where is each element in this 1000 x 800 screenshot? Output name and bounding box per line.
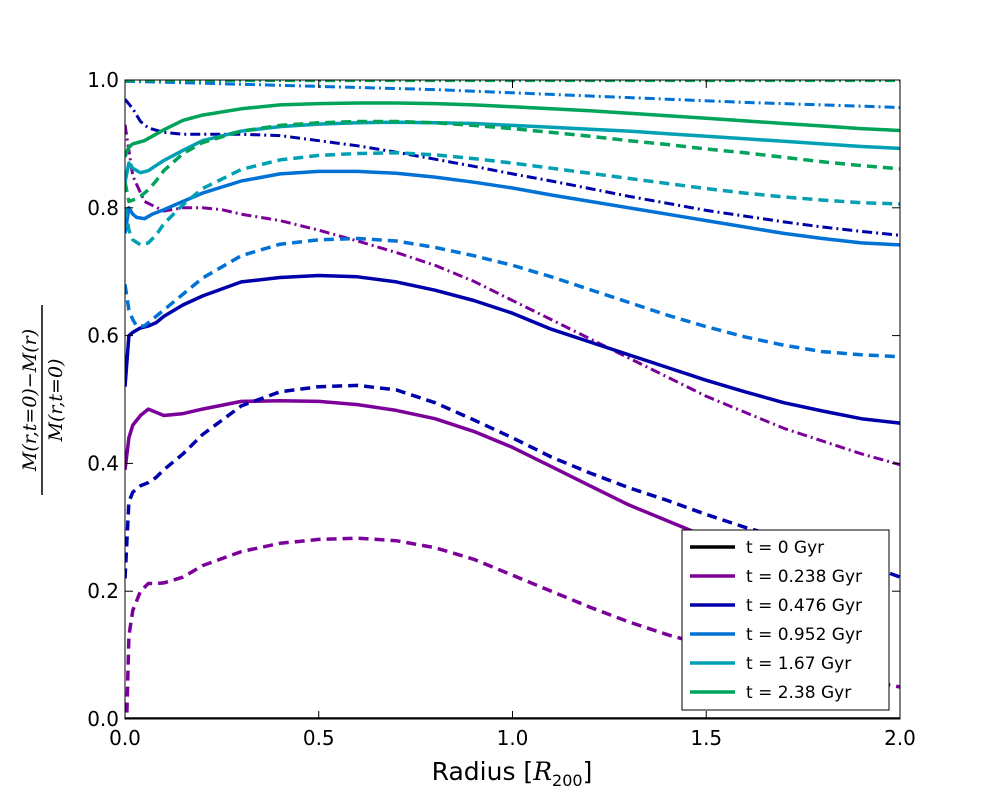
series-line-1 [125, 399, 785, 568]
series-line-6 [125, 98, 900, 237]
series-layer [125, 80, 900, 719]
x-tick-label: 2.0 [884, 726, 916, 750]
series-line-3 [125, 124, 900, 467]
y-axis-label: M(r,t=0)−M(r) M(r,t=0) [19, 305, 67, 495]
x-axis-label: Radius [R200] [432, 757, 593, 790]
y-tick-label: 0.6 [87, 324, 119, 348]
series-line-4 [125, 273, 900, 425]
x-tick-label: 0.5 [303, 726, 335, 750]
ticks-layer: 0.0 0.5 1.0 1.5 2.0 0.0 0.2 0.4 0.6 0.8 1.0 [87, 68, 916, 750]
series-line-5 [125, 383, 900, 579]
legend-label: t = 0.952 Gyr [746, 625, 862, 645]
y-tick-label: 0.2 [87, 579, 119, 603]
series-line-11 [125, 151, 900, 247]
series-line-13 [125, 119, 900, 204]
series-line-9 [125, 80, 900, 109]
legend-label: t = 2.38 Gyr [746, 683, 851, 703]
legend-label: t = 0 Gyr [746, 538, 824, 558]
x-tick-label: 1.0 [497, 726, 529, 750]
y-tick-label: 1.0 [87, 68, 119, 92]
legend-label: t = 1.67 Gyr [746, 654, 851, 674]
x-tick-label: 0.0 [109, 726, 141, 750]
y-tick-label: 0.4 [87, 451, 119, 475]
y-axis-label-numerator: M(r,t=0)−M(r) [19, 329, 41, 472]
y-tick-label: 0.0 [87, 707, 119, 731]
y-axis-label-denominator: M(r,t=0) [45, 359, 67, 443]
x-tick-label: 1.5 [690, 726, 722, 750]
series-line-7 [125, 169, 900, 247]
series-line-8 [125, 236, 900, 359]
legend: t = 0 Gyr t = 0.238 Gyr t = 0.476 Gyr t = 0… [681, 529, 890, 711]
legend-box [681, 529, 890, 711]
legend-label: t = 0.476 Gyr [746, 596, 862, 616]
series-line-12 [125, 101, 900, 158]
legend-label: t = 0.238 Gyr [746, 567, 862, 587]
y-tick-label: 0.8 [87, 196, 119, 220]
